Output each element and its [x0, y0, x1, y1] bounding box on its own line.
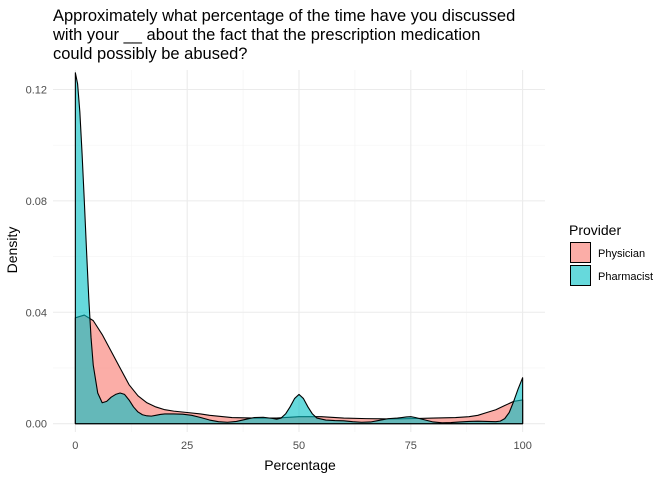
title-line-3: could possibly be abused? [53, 45, 247, 63]
chart-title: Approximately what percentage of the tim… [52, 7, 515, 63]
y-axis-ticks: 0.00 0.04 0.08 0.12 [26, 84, 47, 430]
title-line-1: Approximately what percentage of the tim… [53, 7, 515, 25]
y-tick-label: 0.00 [26, 419, 47, 431]
y-tick-label: 0.08 [26, 196, 47, 208]
title-line-2: with your __ about the fact that the pre… [52, 26, 480, 44]
y-tick-label: 0.04 [26, 307, 47, 319]
x-tick-label: 0 [72, 440, 78, 452]
x-axis-title: Percentage [264, 457, 336, 473]
density-areas [74, 72, 524, 425]
legend-label-pharmacist: Pharmacist [598, 271, 653, 283]
y-tick-label: 0.12 [26, 84, 47, 96]
y-axis-title: Density [4, 227, 20, 274]
x-tick-label: 75 [405, 440, 417, 452]
legend: Provider Physician Pharmacist [569, 222, 653, 286]
x-tick-label: 50 [293, 440, 305, 452]
legend-swatch-pharmacist [570, 265, 591, 286]
legend-title: Provider [569, 222, 621, 238]
grid [53, 70, 545, 432]
legend-swatch-physician [570, 242, 591, 263]
x-tick-label: 25 [181, 440, 193, 452]
legend-label-physician: Physician [598, 248, 645, 260]
density-area-pharmacist [74, 72, 524, 425]
x-axis-ticks: 0 25 50 75 100 [72, 440, 532, 452]
x-tick-label: 100 [513, 440, 531, 452]
